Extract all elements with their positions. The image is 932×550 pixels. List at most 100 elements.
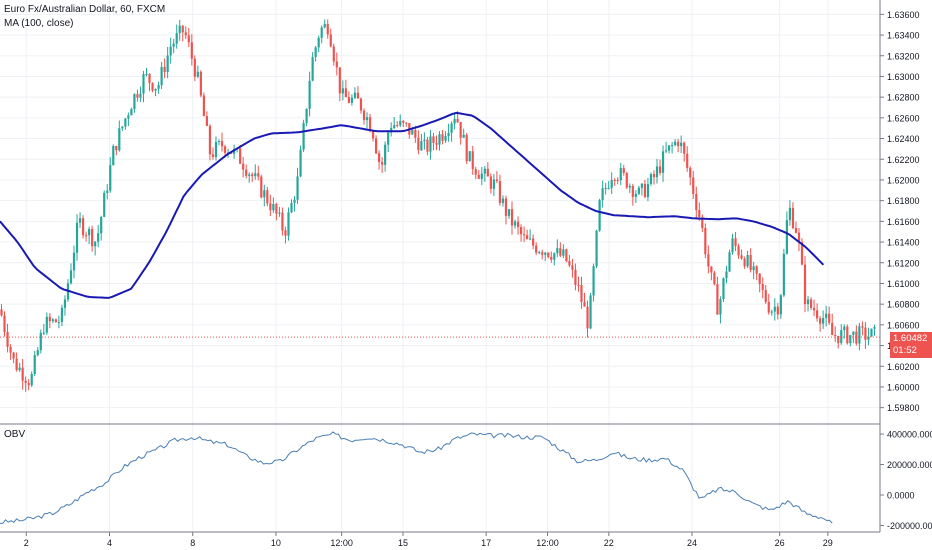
candle-body (728, 252, 731, 272)
candle-body (565, 249, 568, 262)
candle-body (145, 73, 148, 75)
time-axis[interactable]: 2 4 8 10 12:00 15 17 12:00 22 24 26 29 (24, 532, 833, 548)
candle-body (6, 331, 9, 347)
candle-body (368, 117, 372, 132)
candle-body (72, 252, 76, 271)
candle-body (63, 299, 67, 308)
candle-body (634, 193, 637, 197)
candle-body (106, 190, 109, 193)
candle-body (637, 187, 640, 194)
candle-body (112, 145, 115, 166)
candle-body (640, 183, 643, 188)
candle-body (583, 302, 586, 307)
candle-body (272, 203, 275, 211)
candle-body (311, 57, 314, 81)
candle-body (825, 313, 828, 319)
time-tick-label: 22 (604, 538, 614, 548)
candle-body (501, 198, 505, 203)
candle-body (109, 165, 112, 191)
candle-body (426, 139, 429, 152)
candle-body (142, 74, 145, 94)
candle-body (664, 150, 668, 152)
candle-body (390, 127, 393, 133)
candle-body (169, 46, 172, 56)
candle-body (707, 254, 710, 267)
time-tick-label: 2 (24, 538, 29, 548)
candle-body (299, 149, 302, 177)
candle-body (828, 313, 831, 323)
candle-body (788, 207, 792, 221)
candle-body (831, 322, 834, 336)
price-tick-label: 1.61400 (887, 238, 920, 248)
candle-body (701, 216, 704, 228)
price-tick-label: 1.60000 (887, 382, 920, 392)
obv-tick-label: 400000.0000 (887, 430, 932, 440)
price-tick-label: 1.61800 (887, 196, 920, 206)
candle-body (75, 222, 79, 253)
candle-body (767, 302, 770, 313)
candle-body (674, 141, 677, 146)
candle-body (719, 299, 722, 315)
candle-body (317, 37, 320, 48)
candle-body (722, 278, 725, 300)
candle-body (510, 209, 514, 226)
candle-body (858, 326, 861, 344)
candle-body (320, 27, 323, 38)
price-tick-label: 1.61000 (887, 279, 920, 289)
candle-body (800, 242, 804, 265)
candle-body (649, 174, 653, 185)
price-tick-label: 1.63400 (887, 31, 920, 41)
candle-body (794, 228, 798, 233)
candle-body (731, 238, 734, 253)
price-axis[interactable]: 1.63600 1.63400 1.63200 1.63000 1.62800 1.626… (880, 10, 920, 413)
candle-body (103, 192, 106, 217)
candle-body (181, 25, 184, 33)
candle-body (148, 73, 151, 83)
candle-body (468, 151, 471, 162)
candle-body (275, 203, 278, 214)
price-tick-label: 1.62800 (887, 93, 920, 103)
candle-body (353, 92, 357, 98)
candle-body (260, 176, 263, 198)
candle-body (281, 212, 284, 231)
candle-body (873, 327, 876, 329)
candle-body (667, 145, 671, 151)
candle-body (205, 116, 209, 126)
candle-body (450, 123, 453, 133)
candle-body (770, 311, 773, 313)
candle-body (737, 246, 740, 256)
candle-body (42, 332, 45, 334)
obv-tick-label: 0.0000 (887, 490, 915, 500)
candle-body (91, 229, 94, 247)
candle-body (293, 199, 296, 203)
candle-body (541, 252, 544, 255)
candle-body (211, 154, 215, 157)
candle-body (9, 346, 12, 353)
candle-body (263, 190, 266, 198)
candle-body (399, 120, 402, 126)
candle-body (405, 122, 408, 124)
candle-body (290, 202, 293, 213)
candle-body (172, 43, 175, 47)
candle-body (374, 138, 378, 154)
candle-body (220, 141, 224, 147)
time-tick-label: 10 (271, 538, 281, 548)
candle-body (837, 335, 840, 344)
candle-body (812, 307, 816, 311)
candle-body (251, 174, 254, 177)
obv-axis[interactable]: 400000.0000 200000.0000 0.0000 -200000.0000 (880, 430, 932, 531)
candle-body (178, 25, 181, 34)
candle-body (516, 221, 520, 228)
candle-body (864, 327, 867, 340)
candle-body (308, 80, 311, 109)
candle-body (100, 216, 103, 234)
price-tick-label: 1.59800 (887, 403, 920, 413)
candle-body (819, 318, 822, 324)
candle-body (48, 316, 51, 322)
time-tick-label: 29 (823, 538, 833, 548)
price-tick-label: 1.61200 (887, 258, 920, 268)
countdown-label: 01:52 (890, 344, 932, 358)
ma-legend: MA (100, close) (4, 18, 74, 29)
candle-body (529, 238, 532, 240)
